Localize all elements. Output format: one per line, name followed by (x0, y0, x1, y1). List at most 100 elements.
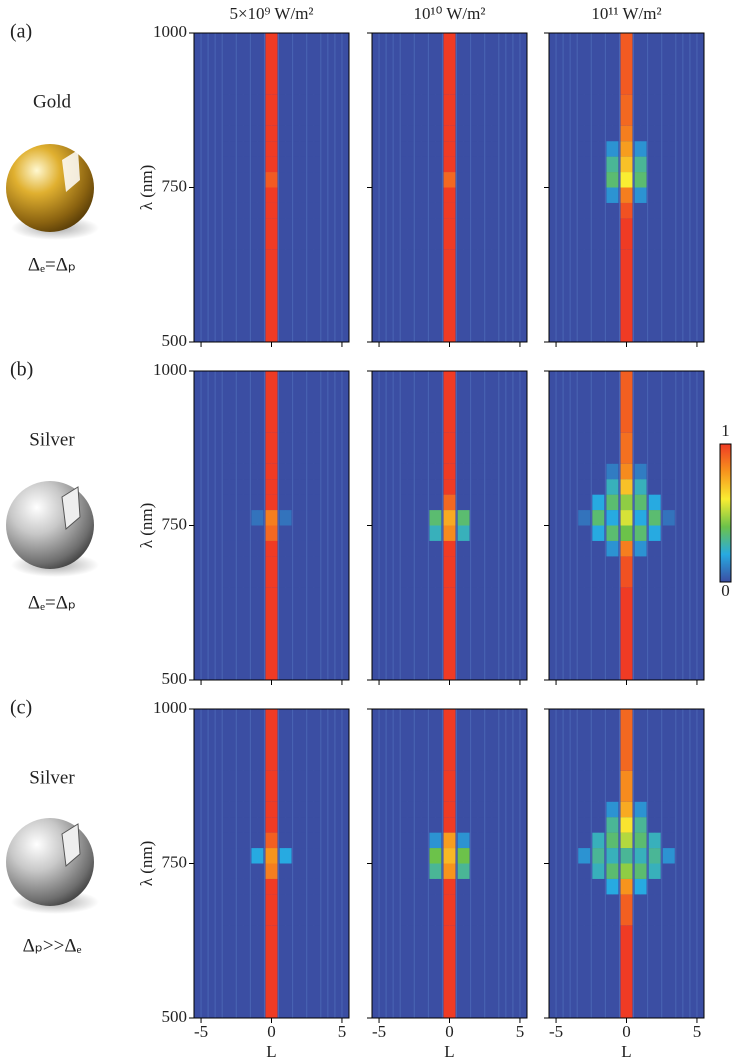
heatmap-cell (444, 433, 456, 464)
heatmap-cell (280, 541, 292, 556)
heatmap-cell (635, 218, 647, 249)
heatmap-cell (237, 172, 249, 187)
heatmap-cell (266, 709, 278, 771)
heatmap-cell (458, 172, 470, 187)
heatmap-cell (415, 817, 427, 832)
heatmap-cell (266, 95, 278, 126)
heatmap-cell (294, 218, 306, 249)
heatmap-cell (472, 141, 484, 156)
heatmap-cell (237, 879, 249, 894)
heatmap-cell (237, 556, 249, 587)
heatmap-cell (458, 864, 470, 879)
heatmap-cell (472, 541, 484, 556)
heatmap-cell (444, 218, 456, 249)
heatmap-cell (251, 95, 263, 126)
heatmap-cell (649, 526, 661, 541)
heatmap-cell (486, 879, 498, 894)
heatmap-cell (486, 541, 498, 556)
heatmap-cell (280, 95, 292, 126)
heatmap-cell (472, 587, 484, 680)
x-tick-label: 0 (622, 1022, 631, 1041)
heatmap-cell (223, 141, 235, 156)
x-tick-label: 5 (338, 1022, 347, 1041)
heatmap-cell (223, 925, 235, 1018)
heatmap-cell (635, 526, 647, 541)
heatmap-cell (444, 172, 456, 187)
heatmap-cell (635, 556, 647, 587)
heatmap-cell (280, 495, 292, 510)
y-tick-label: 500 (162, 331, 188, 350)
heatmap-cell (486, 203, 498, 218)
heatmap-cell (621, 95, 633, 126)
heatmap-cell (401, 556, 413, 587)
heatmap-cell (223, 479, 235, 494)
heatmap-cell (663, 433, 675, 464)
heatmap-cell (635, 864, 647, 879)
heatmap-cell (458, 709, 470, 771)
heatmap-cell (251, 126, 263, 141)
heatmap-cell (251, 848, 263, 863)
heatmap-cell (266, 218, 278, 249)
heatmap-cell (429, 802, 441, 817)
heatmap-cell (458, 771, 470, 802)
heatmap-cell (649, 33, 661, 95)
heatmap-cell (251, 495, 263, 510)
heatmap-cell (486, 95, 498, 126)
heatmap-cell (251, 218, 263, 249)
heatmap-cell (472, 848, 484, 863)
heatmap-cell (223, 587, 235, 680)
heatmap-cell (237, 433, 249, 464)
heatmap-cell (237, 95, 249, 126)
heatmap-cell (415, 157, 427, 172)
heatmap-cell (486, 925, 498, 1018)
heatmap-cell (401, 848, 413, 863)
heatmap-cell (401, 433, 413, 464)
panel: -505L (544, 709, 704, 1061)
heatmap-cell (606, 587, 618, 680)
heatmap-cell (458, 141, 470, 156)
heatmap-cell (251, 249, 263, 342)
heatmap-cell (429, 126, 441, 141)
heatmap-cell (578, 833, 590, 848)
heatmap-cell (592, 587, 604, 680)
x-axis-label: L (266, 1042, 276, 1061)
heatmap-cell (486, 371, 498, 433)
x-axis-label: L (621, 1042, 631, 1061)
x-tick-label: -5 (372, 1022, 386, 1041)
heatmap-cell (237, 864, 249, 879)
heatmap-cell (251, 188, 263, 203)
heatmap-cell (223, 371, 235, 433)
heatmap-cell (401, 526, 413, 541)
heatmap-cell (429, 33, 441, 95)
heatmap-cell (472, 771, 484, 802)
heatmap-cell (223, 556, 235, 587)
heatmap-cell (621, 371, 633, 433)
heatmap-cell (592, 218, 604, 249)
heatmap-cell (444, 479, 456, 494)
heatmap-cell (578, 479, 590, 494)
material-label: Silver (29, 429, 75, 450)
heatmap-cell (223, 464, 235, 479)
heatmap-cell (266, 526, 278, 541)
heatmap-cell (280, 464, 292, 479)
heatmap-cell (415, 526, 427, 541)
heatmap-cell (429, 464, 441, 479)
heatmap-cell (444, 495, 456, 510)
heatmap-cell (401, 709, 413, 771)
heatmap-cell (294, 433, 306, 464)
heatmap-cell (458, 556, 470, 587)
heatmap-cell (266, 587, 278, 680)
heatmap-cell (621, 33, 633, 95)
heatmap-cell (578, 894, 590, 925)
heatmap-cell (649, 479, 661, 494)
heatmap-cell (308, 33, 320, 95)
heatmap-cell (635, 879, 647, 894)
heatmap-cell (223, 771, 235, 802)
heatmap-cell (458, 879, 470, 894)
heatmap-cell (649, 249, 661, 342)
heatmap-cell (308, 495, 320, 510)
panel (544, 371, 704, 685)
heatmap-cell (223, 802, 235, 817)
heatmap-cell (251, 33, 263, 95)
heatmap-cell (415, 510, 427, 525)
